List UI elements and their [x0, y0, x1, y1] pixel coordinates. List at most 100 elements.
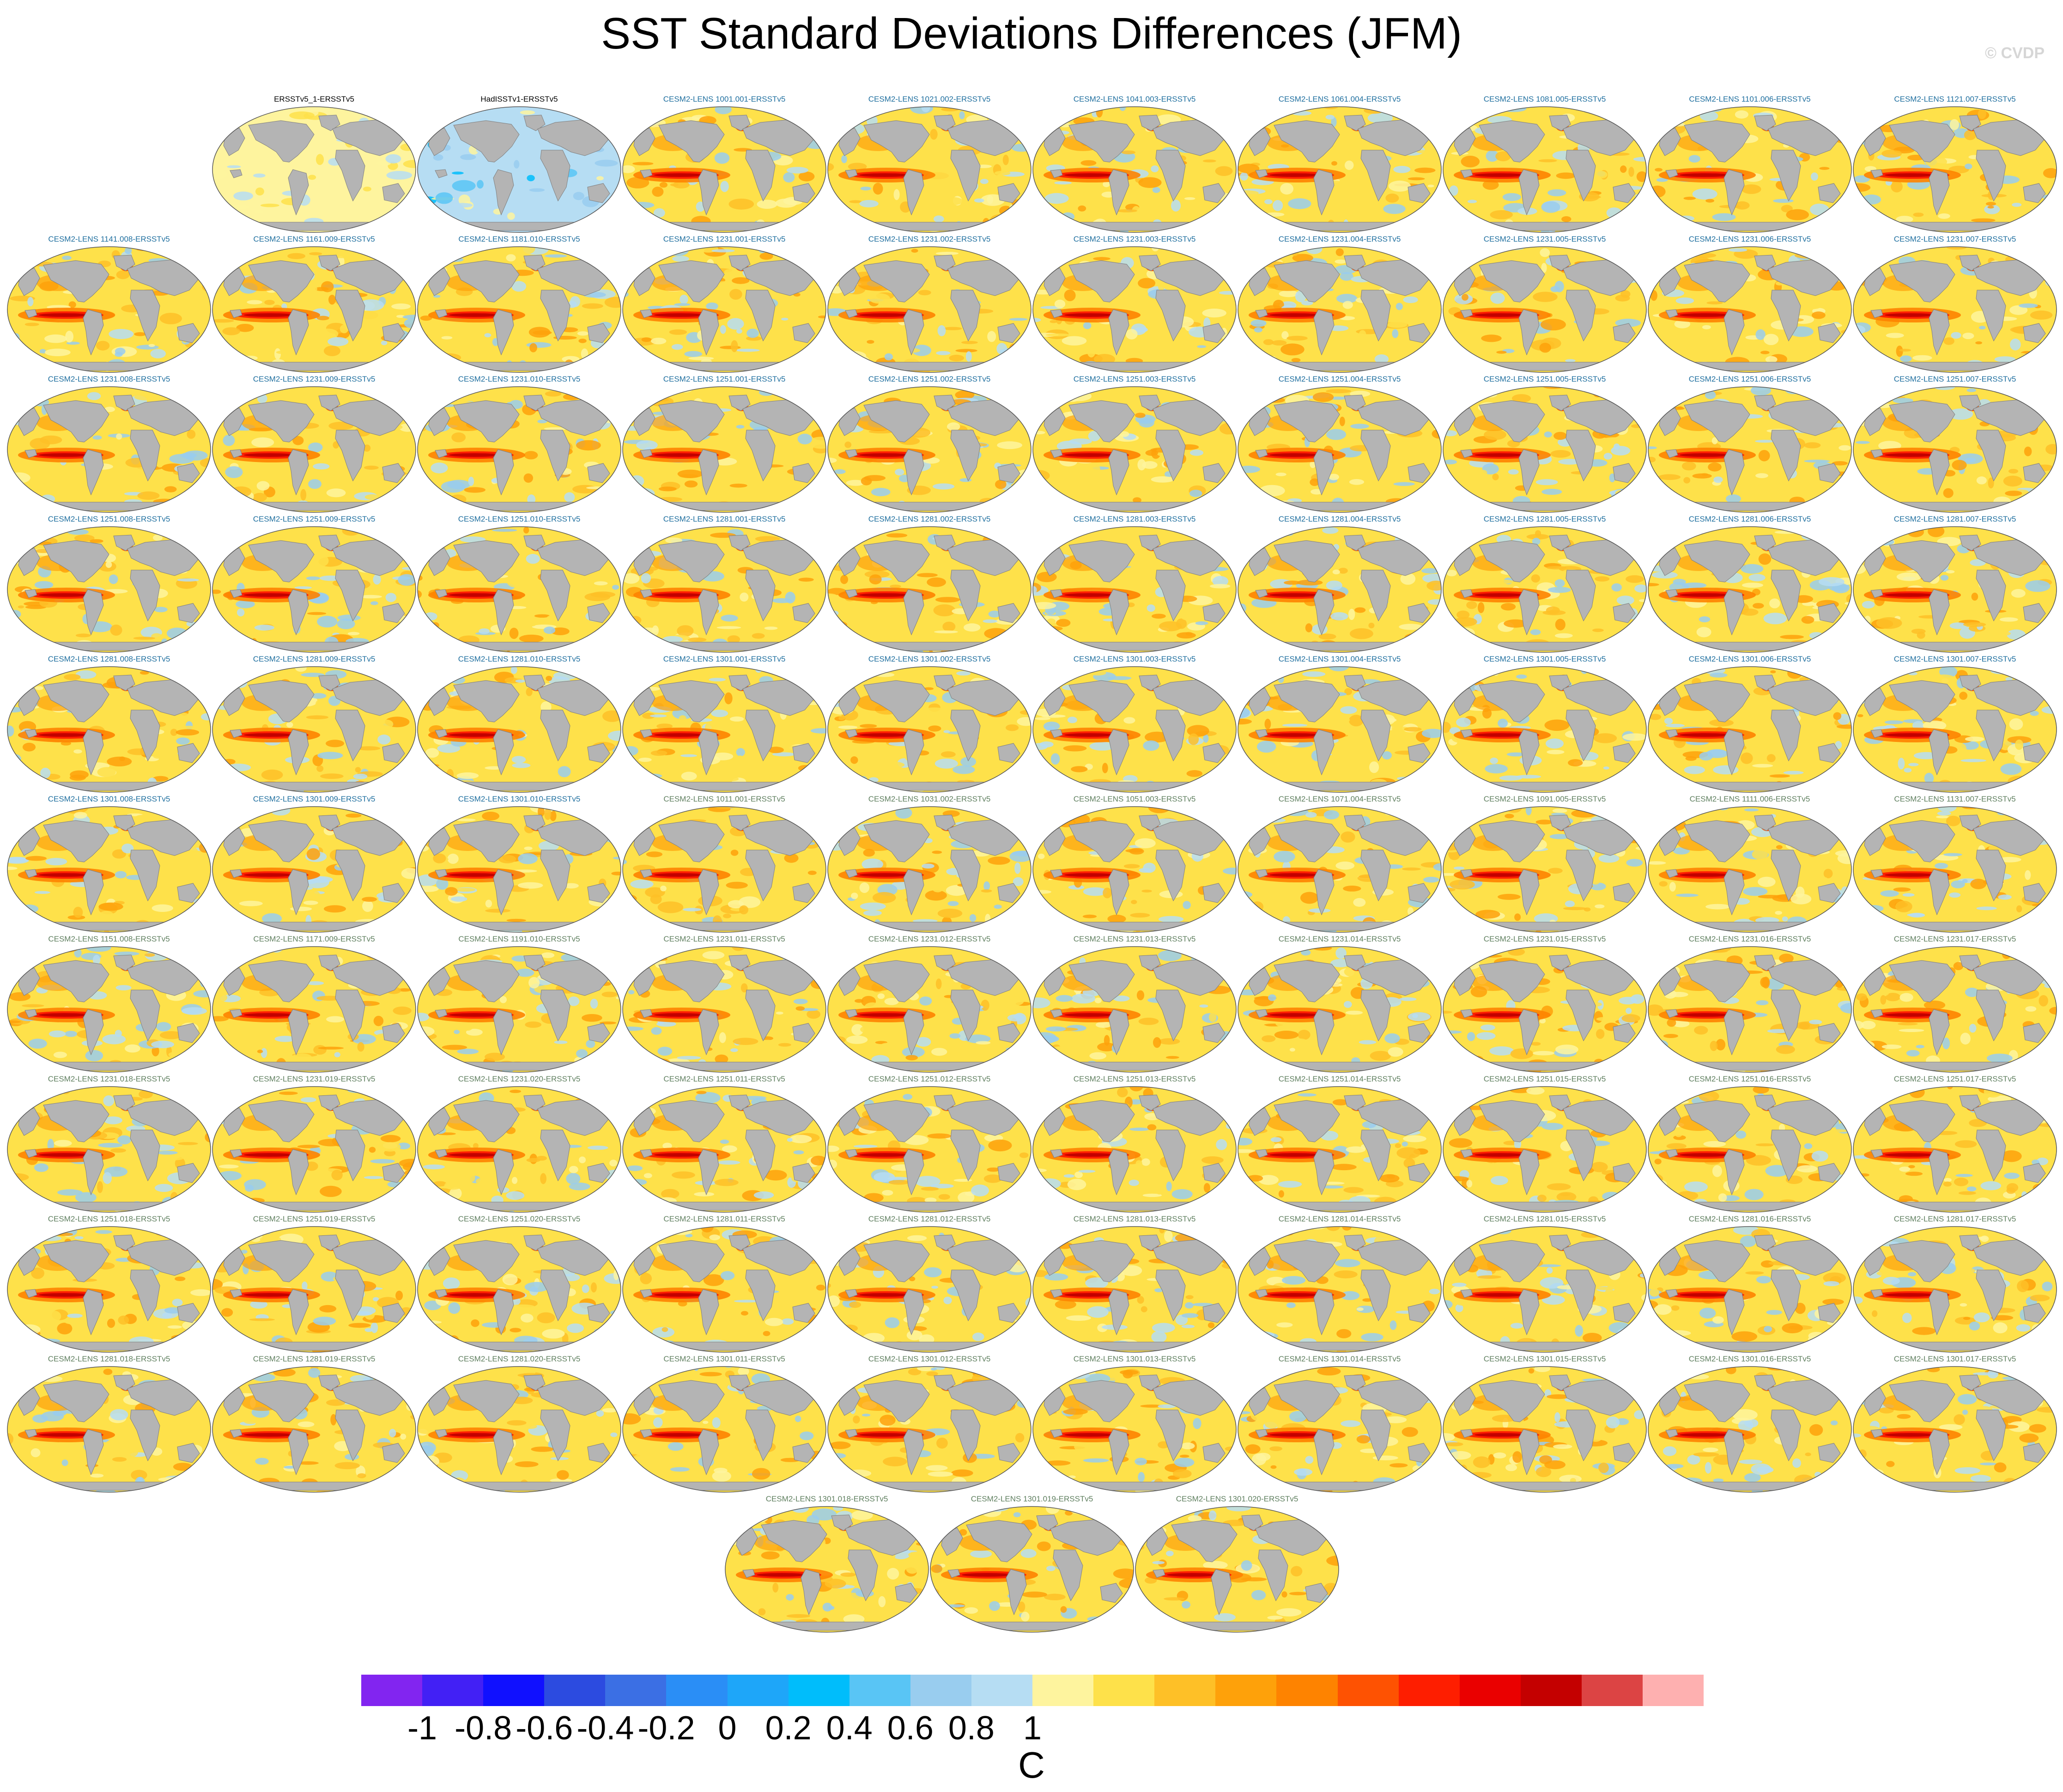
map-panel: CESM2-LENS 1301.012-ERSSTv5 — [827, 1355, 1032, 1493]
panel-title: CESM2-LENS 1231.004-ERSSTv5 — [1278, 235, 1401, 243]
panel-title: CESM2-LENS 1231.016-ERSSTv5 — [1688, 935, 1811, 943]
sst-difference-map — [827, 106, 1032, 233]
map-panel: CESM2-LENS 1301.019-ERSSTv5 — [929, 1494, 1135, 1633]
panel-title: CESM2-LENS 1051.003-ERSSTv5 — [1073, 795, 1196, 803]
sst-difference-map — [1853, 946, 2057, 1073]
panel-title: CESM2-LENS 1281.009-ERSSTv5 — [253, 655, 376, 663]
map-panel: CESM2-LENS 1281.015-ERSSTv5 — [1442, 1215, 1647, 1353]
panel-title: CESM2-LENS 1301.010-ERSSTv5 — [458, 795, 581, 803]
panel-title: CESM2-LENS 1251.013-ERSSTv5 — [1073, 1075, 1196, 1083]
panel-title: CESM2-LENS 1231.015-ERSSTv5 — [1483, 935, 1606, 943]
map-panel: CESM2-LENS 1231.001-ERSSTv5 — [622, 235, 827, 373]
map-panel: CESM2-LENS 1281.017-ERSSTv5 — [1852, 1215, 2057, 1353]
sst-difference-map — [827, 666, 1032, 793]
sst-difference-map — [1443, 1226, 1647, 1353]
colorbar-box — [483, 1675, 545, 1706]
sst-difference-map — [1853, 1086, 2057, 1213]
colorbar-tick-labels: -1 -0.8 -0.6 -0.4 -0.2 0 0.2 0.4 0.6 0.8 1 — [0, 1709, 2063, 1751]
panel-title: CESM2-LENS 1301.014-ERSSTv5 — [1278, 1355, 1401, 1363]
panel-title: CESM2-LENS 1301.012-ERSSTv5 — [868, 1355, 991, 1363]
sst-difference-map — [1648, 806, 1852, 933]
map-panel: CESM2-LENS 1301.003-ERSSTv5 — [1032, 655, 1237, 793]
map-panel: CESM2-LENS 1281.011-ERSSTv5 — [622, 1215, 827, 1353]
panel-title: CESM2-LENS 1231.012-ERSSTv5 — [868, 935, 991, 943]
sst-difference-map — [1443, 1086, 1647, 1213]
panel-title: CESM2-LENS 1231.002-ERSSTv5 — [868, 235, 991, 243]
colorbar-box — [605, 1675, 667, 1706]
map-panel: CESM2-LENS 1131.007-ERSSTv5 — [1852, 795, 2057, 933]
map-panel: CESM2-LENS 1251.004-ERSSTv5 — [1237, 375, 1442, 513]
sst-difference-map — [1032, 106, 1237, 233]
panel-title: CESM2-LENS 1231.010-ERSSTv5 — [458, 375, 581, 383]
sst-difference-map — [1032, 1366, 1237, 1493]
sst-difference-map — [622, 666, 826, 793]
map-panel: CESM2-LENS 1301.010-ERSSTv5 — [417, 795, 622, 933]
panel-title: CESM2-LENS 1231.003-ERSSTv5 — [1073, 235, 1196, 243]
panel-title: CESM2-LENS 1281.003-ERSSTv5 — [1073, 515, 1196, 523]
map-panel: CESM2-LENS 1281.008-ERSSTv5 — [6, 655, 212, 793]
colorbar-tick-label: -1 — [407, 1710, 437, 1747]
map-panel: CESM2-LENS 1301.017-ERSSTv5 — [1852, 1355, 2057, 1493]
colorbar-box — [910, 1675, 971, 1706]
colorbar-box — [1398, 1675, 1460, 1706]
panel-title: CESM2-LENS 1231.017-ERSSTv5 — [1893, 935, 2016, 943]
map-panel: ERSSTv5_1-ERSSTv5 — [212, 95, 417, 233]
panel-title: CESM2-LENS 1011.001-ERSSTv5 — [663, 795, 785, 803]
panel-title: CESM2-LENS 1151.008-ERSSTv5 — [48, 935, 170, 943]
sst-difference-map — [827, 806, 1032, 933]
map-panel: CESM2-LENS 1281.013-ERSSTv5 — [1032, 1215, 1237, 1353]
colorbar-unit-label: C — [1018, 1744, 1045, 1786]
panel-title: CESM2-LENS 1251.019-ERSSTv5 — [253, 1215, 376, 1223]
sst-difference-map — [7, 1366, 211, 1493]
map-panel: CESM2-LENS 1051.003-ERSSTv5 — [1032, 795, 1237, 933]
panel-title: CESM2-LENS 1251.005-ERSSTv5 — [1483, 375, 1606, 383]
map-panel: CESM2-LENS 1281.007-ERSSTv5 — [1852, 515, 2057, 653]
sst-difference-map — [827, 526, 1032, 653]
panel-title: CESM2-LENS 1251.018-ERSSTv5 — [48, 1215, 170, 1223]
colorbar-tick-label: 0.8 — [948, 1710, 995, 1747]
panel-title: CESM2-LENS 1281.007-ERSSTv5 — [1893, 515, 2016, 523]
sst-difference-map — [1853, 666, 2057, 793]
map-panel: CESM2-LENS 1301.014-ERSSTv5 — [1237, 1355, 1442, 1493]
map-panel: CESM2-LENS 1031.002-ERSSTv5 — [827, 795, 1032, 933]
map-panel: CESM2-LENS 1251.017-ERSSTv5 — [1852, 1075, 2057, 1213]
map-panel: CESM2-LENS 1231.013-ERSSTv5 — [1032, 935, 1237, 1073]
sst-difference-map — [1032, 806, 1237, 933]
panel-title: CESM2-LENS 1301.013-ERSSTv5 — [1073, 1355, 1196, 1363]
colorbar — [361, 1675, 1704, 1706]
colorbar-box — [1581, 1675, 1643, 1706]
panel-title: CESM2-LENS 1251.010-ERSSTv5 — [458, 515, 581, 523]
panel-title: CESM2-LENS 1251.009-ERSSTv5 — [253, 515, 376, 523]
sst-difference-map — [622, 246, 826, 373]
sst-difference-map — [7, 1226, 211, 1353]
sst-difference-map — [417, 1366, 621, 1493]
sst-difference-map — [1648, 526, 1852, 653]
panel-title: CESM2-LENS 1191.010-ERSSTv5 — [458, 935, 580, 943]
panel-title: CESM2-LENS 1251.001-ERSSTv5 — [663, 375, 786, 383]
panel-title: CESM2-LENS 1121.007-ERSSTv5 — [1894, 95, 2016, 103]
sst-difference-map — [1648, 1086, 1852, 1213]
map-panel: CESM2-LENS 1141.008-ERSSTv5 — [6, 235, 212, 373]
sst-difference-map — [1032, 526, 1237, 653]
map-panel: CESM2-LENS 1061.004-ERSSTv5 — [1237, 95, 1442, 233]
sst-difference-map — [1238, 946, 1442, 1073]
sst-difference-map — [417, 946, 621, 1073]
sst-difference-map — [1238, 386, 1442, 513]
map-panel: CESM2-LENS 1231.017-ERSSTv5 — [1852, 935, 2057, 1073]
map-panel: CESM2-LENS 1071.004-ERSSTv5 — [1237, 795, 1442, 933]
sst-difference-map — [1032, 1226, 1237, 1353]
map-panel: CESM2-LENS 1301.008-ERSSTv5 — [6, 795, 212, 933]
panel-title: CESM2-LENS 1281.005-ERSSTv5 — [1483, 515, 1606, 523]
map-panel: CESM2-LENS 1281.004-ERSSTv5 — [1237, 515, 1442, 653]
sst-difference-map — [827, 1086, 1032, 1213]
map-panel: CESM2-LENS 1251.018-ERSSTv5 — [6, 1215, 212, 1353]
sst-difference-map — [417, 106, 621, 233]
map-panel: CESM2-LENS 1281.018-ERSSTv5 — [6, 1355, 212, 1493]
panel-title: CESM2-LENS 1071.004-ERSSTv5 — [1278, 795, 1401, 803]
sst-difference-map — [1853, 246, 2057, 373]
panel-title: CESM2-LENS 1301.006-ERSSTv5 — [1688, 655, 1811, 663]
sst-difference-map — [1648, 106, 1852, 233]
sst-difference-map — [1853, 526, 2057, 653]
map-panel: CESM2-LENS 1301.009-ERSSTv5 — [212, 795, 417, 933]
panel-title: CESM2-LENS 1301.005-ERSSTv5 — [1483, 655, 1606, 663]
